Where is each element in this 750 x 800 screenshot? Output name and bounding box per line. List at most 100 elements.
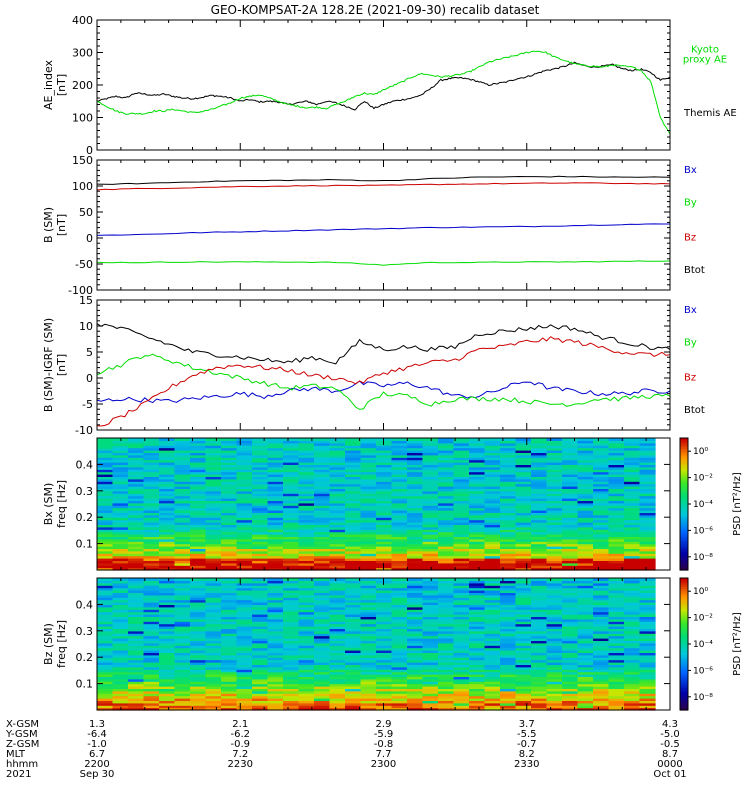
- spectrogram-cell: [593, 638, 610, 641]
- spectrogram-cell: [205, 681, 222, 685]
- spectrogram-cell: [531, 657, 548, 661]
- spectrogram-cell: [283, 438, 300, 441]
- colorbar-cell: [680, 457, 688, 461]
- colorbar-cell: [680, 707, 688, 711]
- spectrogram-cell: [484, 676, 501, 680]
- spectrogram-cell: [143, 526, 160, 530]
- spectrogram-cell: [143, 628, 160, 632]
- spectrogram-cell: [422, 541, 439, 545]
- spectrogram-cell: [252, 702, 269, 706]
- spectrogram-cell: [469, 683, 486, 687]
- spectrogram-cell: [345, 654, 362, 658]
- spectrogram-cell: [360, 594, 377, 598]
- spectrogram-cell: [562, 702, 579, 706]
- spectrogram-cell: [128, 702, 145, 706]
- spectrogram-cell: [469, 676, 486, 680]
- spectrogram-cell: [112, 702, 129, 706]
- spectrogram-cell: [593, 536, 610, 540]
- spectrogram-cell: [252, 628, 269, 632]
- spectrogram-cell: [298, 662, 315, 665]
- x-axis-tick-value: Sep 30: [80, 769, 115, 780]
- spectrogram-cell: [97, 669, 114, 673]
- spectrogram-cell: [484, 558, 501, 561]
- spectrogram-cell: [639, 662, 656, 665]
- spectrogram-cell: [267, 580, 284, 584]
- spectrogram-cell: [515, 474, 532, 477]
- spectrogram-cell: [205, 578, 222, 581]
- spectrogram-cell: [484, 597, 501, 601]
- spectrogram-cell: [391, 502, 408, 506]
- spectrogram-cell: [267, 493, 284, 497]
- spectrogram-cell: [283, 457, 300, 461]
- spectrogram-cell: [453, 553, 470, 557]
- spectrogram-cell: [422, 647, 439, 651]
- spectrogram-cell: [469, 650, 486, 653]
- spectrogram-cell: [190, 580, 207, 584]
- spectrogram-cell: [345, 543, 362, 547]
- spectrogram-cell: [221, 659, 238, 663]
- spectrogram-cell: [546, 474, 563, 477]
- spectrogram-cell: [314, 671, 331, 675]
- spectrogram-cell: [531, 560, 548, 564]
- spectrogram-cell: [639, 562, 656, 566]
- spectrogram-cell: [97, 650, 114, 653]
- spectrogram-cell: [407, 498, 424, 501]
- spectrogram-cell: [577, 611, 594, 615]
- spectrogram-cell: [205, 447, 222, 451]
- spectrogram-cell: [376, 536, 393, 540]
- spectrogram-cell: [221, 474, 238, 477]
- spectrogram-cell: [329, 582, 346, 586]
- spectrogram-cell: [376, 553, 393, 557]
- spectrogram-cell: [267, 678, 284, 682]
- spectrogram-cell: [205, 490, 222, 494]
- spectrogram-cell: [205, 693, 222, 697]
- spectrogram-cell: [639, 524, 656, 528]
- spectrogram-cell: [376, 638, 393, 641]
- spectrogram-cell: [236, 671, 253, 675]
- spectrogram-cell: [608, 478, 625, 482]
- spectrogram-cell: [515, 555, 532, 559]
- spectrogram-cell: [267, 640, 284, 644]
- spectrogram-cell: [562, 534, 579, 537]
- spectrogram-cell: [267, 471, 284, 475]
- spectrogram-cell: [360, 664, 377, 668]
- spectrogram-cell: [484, 702, 501, 706]
- spectrogram-cell: [422, 548, 439, 552]
- colorbar-tick-label: 10⁻²: [693, 614, 713, 624]
- spectrogram-cell: [143, 659, 160, 663]
- spectrogram-cell: [205, 445, 222, 449]
- spectrogram-cell: [624, 647, 641, 651]
- spectrogram-cell: [500, 531, 517, 535]
- y-tick-label: 400: [72, 14, 93, 27]
- spectrogram-cell: [143, 512, 160, 516]
- spectrogram-cell: [639, 686, 656, 689]
- spectrogram-cell: [205, 548, 222, 552]
- spectrogram-cell: [624, 645, 641, 649]
- spectrogram-cell: [593, 531, 610, 535]
- spectrogram-cell: [453, 464, 470, 468]
- spectrogram-cell: [422, 630, 439, 634]
- spectrogram-cell: [143, 621, 160, 625]
- spectrogram-cell: [453, 514, 470, 518]
- spectrogram-cell: [593, 650, 610, 653]
- spectrogram-cell: [314, 507, 331, 511]
- spectrogram-cell: [221, 638, 238, 641]
- spectrogram-cell: [329, 534, 346, 537]
- spectrogram-cell: [391, 522, 408, 525]
- spectrogram-cell: [298, 483, 315, 487]
- spectrogram-cell: [267, 635, 284, 639]
- spectrogram-cell: [267, 464, 284, 468]
- spectrogram-cell: [143, 541, 160, 545]
- spectrogram-cell: [128, 666, 145, 670]
- spectrogram-cell: [391, 616, 408, 620]
- spectrogram-cell: [500, 442, 517, 446]
- spectrogram-cell: [329, 450, 346, 453]
- spectrogram-cell: [128, 546, 145, 549]
- spectrogram-cell: [190, 666, 207, 670]
- spectrogram-cell: [221, 681, 238, 685]
- spectrogram-cell: [143, 505, 160, 509]
- spectrogram-cell: [438, 469, 455, 473]
- spectrogram-cell: [407, 640, 424, 644]
- spectrogram-cell: [624, 553, 641, 557]
- spectrogram-cell: [190, 650, 207, 653]
